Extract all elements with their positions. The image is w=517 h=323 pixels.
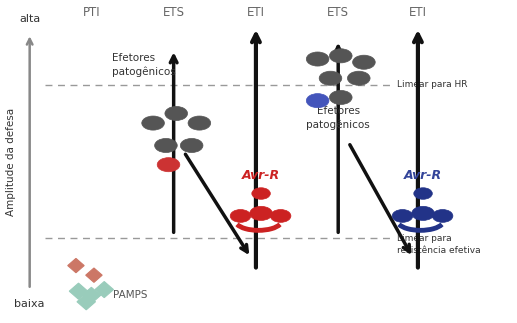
Circle shape [412, 206, 434, 220]
Polygon shape [69, 283, 88, 299]
Polygon shape [95, 282, 114, 298]
Text: ETS: ETS [163, 6, 185, 19]
Text: ETI: ETI [247, 6, 265, 19]
Circle shape [319, 71, 342, 85]
Text: Efetores
patogênicos: Efetores patogênicos [307, 106, 370, 130]
Circle shape [329, 49, 352, 63]
Text: Limear para
resistência efetiva: Limear para resistência efetiva [398, 234, 481, 255]
Circle shape [432, 210, 453, 222]
Circle shape [270, 210, 291, 222]
Circle shape [307, 52, 329, 66]
Circle shape [307, 94, 329, 108]
Text: PAMPS: PAMPS [113, 290, 147, 300]
Circle shape [252, 188, 270, 199]
Circle shape [353, 55, 375, 69]
Circle shape [142, 116, 164, 130]
Text: Avr-R: Avr-R [404, 169, 442, 182]
Text: Avr-R: Avr-R [242, 169, 280, 182]
Text: Limear para HR: Limear para HR [398, 80, 468, 89]
Circle shape [180, 139, 203, 152]
Text: ETI: ETI [409, 6, 427, 19]
Circle shape [157, 158, 180, 172]
Text: ETS: ETS [327, 6, 349, 19]
Text: alta: alta [19, 14, 40, 24]
Circle shape [165, 106, 188, 120]
Polygon shape [68, 258, 84, 273]
Text: PTI: PTI [83, 6, 100, 19]
Text: Efetores
patogênicos: Efetores patogênicos [112, 54, 176, 78]
Text: baixa: baixa [14, 299, 45, 309]
Circle shape [230, 210, 251, 222]
Circle shape [155, 139, 177, 152]
Polygon shape [77, 294, 96, 310]
Circle shape [392, 210, 413, 222]
Circle shape [250, 206, 272, 220]
Circle shape [347, 71, 370, 85]
Circle shape [188, 116, 210, 130]
Circle shape [329, 90, 352, 105]
Polygon shape [86, 268, 102, 282]
Text: Amplitude da defesa: Amplitude da defesa [6, 108, 16, 215]
Polygon shape [82, 287, 101, 303]
Circle shape [414, 188, 432, 199]
